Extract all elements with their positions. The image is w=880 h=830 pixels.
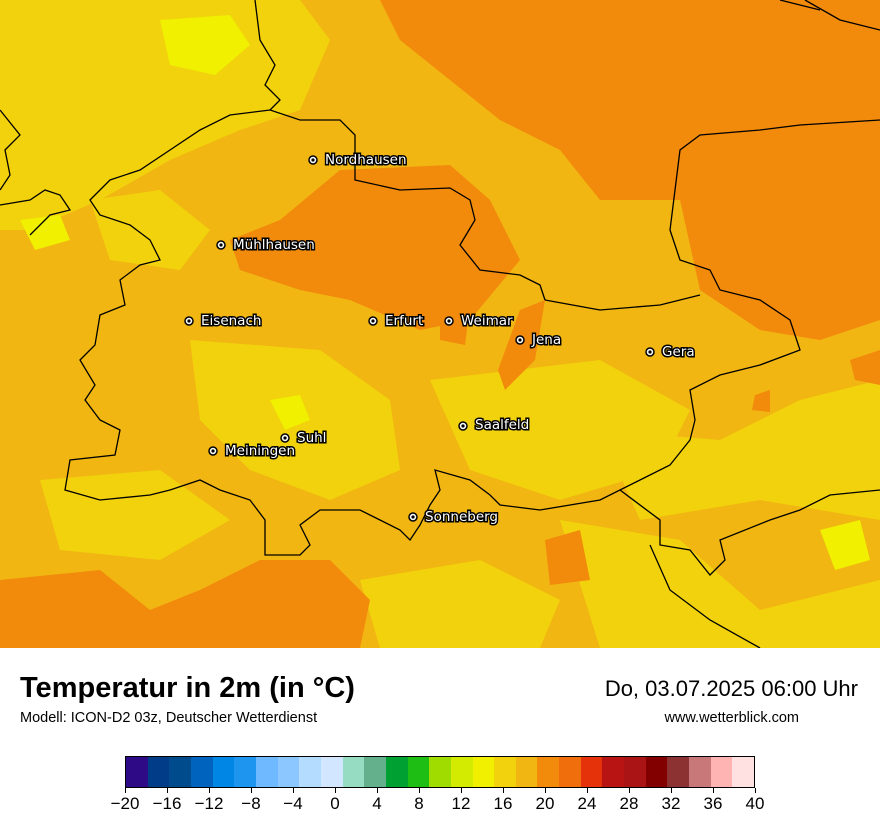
city-label: Mühlhausen <box>233 237 315 253</box>
legend-swatch <box>472 757 495 787</box>
legend-tick-label: −12 <box>194 794 224 813</box>
legend-swatch <box>169 757 191 787</box>
legend-tick-label: 28 <box>619 794 639 813</box>
legend-tick-label: 36 <box>703 794 723 813</box>
city-label: Suhl <box>297 430 326 446</box>
legend-swatch <box>602 757 625 787</box>
city-erfurt[interactable]: Erfurt <box>368 312 425 331</box>
legend-tick-mark <box>586 788 588 793</box>
city-muehlhausen[interactable]: Mühlhausen <box>216 236 316 255</box>
legend-tick-mark <box>628 788 630 793</box>
legend-tick-mark <box>754 788 756 793</box>
city-label: Sonneberg <box>425 509 498 525</box>
city-label: Gera <box>662 344 695 360</box>
city-label: Eisenach <box>201 313 261 329</box>
legend-swatch <box>559 757 581 787</box>
city-suhl[interactable]: Suhl <box>280 429 328 448</box>
city-nordhausen[interactable]: Nordhausen <box>308 151 408 170</box>
legend-tick-mark <box>124 788 126 793</box>
legend-swatch <box>190 757 213 787</box>
legend-tick-label: 20 <box>535 794 555 813</box>
legend-swatch <box>407 757 430 787</box>
legend-tick-label: 16 <box>493 794 513 813</box>
temp-areas-14-16 <box>20 15 870 570</box>
legend-swatch <box>364 757 386 787</box>
legend-swatch <box>580 757 603 787</box>
model-source: Modell: ICON-D2 03z, Deutscher Wetterdie… <box>20 710 318 726</box>
color-legend <box>125 756 755 788</box>
legend-swatch <box>537 757 560 787</box>
city-weimar[interactable]: Weimar <box>444 312 515 331</box>
legend-tick-mark <box>502 788 504 793</box>
legend-swatch <box>320 757 343 787</box>
legend-tick-mark <box>166 788 168 793</box>
legend-swatch <box>515 757 538 787</box>
legend-swatch <box>342 757 365 787</box>
legend-swatch <box>126 757 148 787</box>
city-gera[interactable]: Gera <box>645 343 696 362</box>
legend-tick-label: 0 <box>330 794 340 813</box>
legend-swatch <box>385 757 408 787</box>
legend-tick-label: 32 <box>661 794 681 813</box>
legend-swatch <box>689 757 711 787</box>
legend-swatch <box>624 757 646 787</box>
city-meiningen[interactable]: Meiningen <box>208 442 297 461</box>
legend-swatch <box>645 757 668 787</box>
legend-tick-label: −4 <box>283 794 303 813</box>
legend-tick-label: 12 <box>451 794 471 813</box>
legend-tick-mark <box>712 788 714 793</box>
legend-swatch <box>429 757 451 787</box>
legend-tick-mark <box>418 788 420 793</box>
temp-areas-16-18 <box>0 0 880 648</box>
city-label: Jena <box>531 332 561 348</box>
legend-tick-label: 40 <box>745 794 765 813</box>
legend-tick-mark <box>544 788 546 793</box>
city-label: Nordhausen <box>325 152 407 168</box>
borders <box>0 0 880 648</box>
legend-tick-mark <box>460 788 462 793</box>
legend-swatch <box>299 757 321 787</box>
legend-swatch <box>732 757 755 787</box>
city-label: Erfurt <box>385 313 423 329</box>
legend-tick-label: −8 <box>241 794 261 813</box>
temperature-map[interactable]: Nordhausen Mühlhausen Eisenach Erfurt We… <box>0 0 880 648</box>
legend-tick-label: 24 <box>577 794 597 813</box>
temp-areas-20-22 <box>0 0 880 648</box>
map-footer: Temperatur in 2m (in °C) Modell: ICON-D2… <box>0 648 880 830</box>
legend-tick-mark <box>208 788 210 793</box>
city-label: Meiningen <box>225 443 295 459</box>
legend-tick-label: 4 <box>372 794 382 813</box>
city-label: Saalfeld <box>475 417 529 433</box>
map-title: Temperatur in 2m (in °C) <box>20 672 355 704</box>
legend-tick-label: −16 <box>152 794 182 813</box>
legend-swatch <box>255 757 278 787</box>
legend-swatch <box>147 757 170 787</box>
legend-swatch <box>234 757 256 787</box>
legend-tick-label: −20 <box>110 794 140 813</box>
cities: Nordhausen Mühlhausen Eisenach Erfurt We… <box>184 151 696 527</box>
legend-tick-mark <box>334 788 336 793</box>
legend-swatch <box>212 757 235 787</box>
legend-tick-mark <box>670 788 672 793</box>
city-saalfeld[interactable]: Saalfeld <box>458 416 531 435</box>
legend-swatch <box>710 757 733 787</box>
legend-tick-mark <box>376 788 378 793</box>
legend-swatch <box>450 757 473 787</box>
city-sonneberg[interactable]: Sonneberg <box>408 508 500 527</box>
legend-ticks: −20 −16 −12 −8 −4 0 4 8 12 16 20 24 28 32 36 40 <box>0 788 880 828</box>
forecast-datetime: Do, 03.07.2025 06:00 Uhr <box>604 676 858 701</box>
website-link[interactable]: www.wetterblick.com <box>664 710 799 726</box>
city-jena[interactable]: Jena <box>515 331 563 350</box>
legend-tick-mark <box>292 788 294 793</box>
legend-swatch <box>667 757 690 787</box>
legend-swatch <box>494 757 516 787</box>
legend-tick-label: 8 <box>414 794 424 813</box>
legend-swatch <box>277 757 300 787</box>
city-eisenach[interactable]: Eisenach <box>184 312 263 331</box>
legend-tick-mark <box>250 788 252 793</box>
city-label: Weimar <box>461 313 513 329</box>
